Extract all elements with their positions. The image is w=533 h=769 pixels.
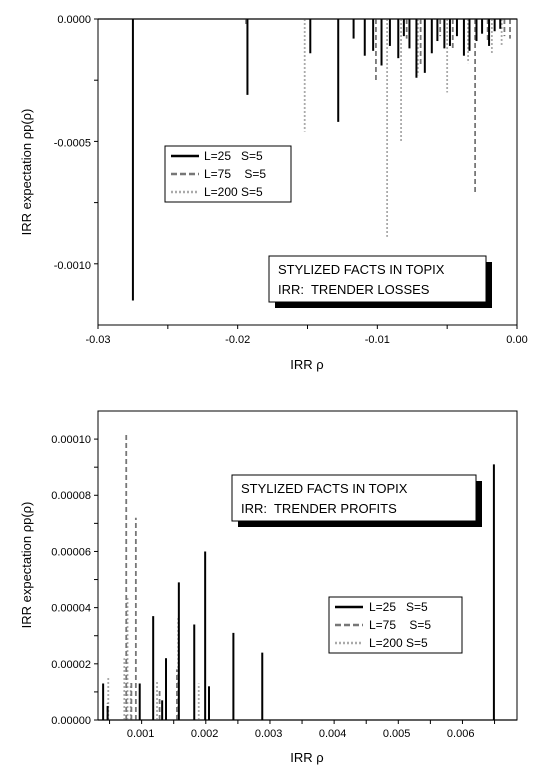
chart-profits-annotation: STYLIZED FACTS IN TOPIX IRR: TRENDER PRO… (231, 474, 482, 527)
chart-losses-x-axis-label: IRR ρ (290, 357, 323, 372)
chart-losses-x-tick-label: -0.03 (85, 334, 110, 346)
chart-losses-x-tick-label: 0.00 (506, 334, 527, 346)
annotation-box (268, 255, 487, 303)
chart-losses-y-tick-label: -0.0005 (54, 137, 91, 149)
chart-profits-y-tick-label: 0.00010 (51, 434, 91, 446)
annotation-line-1: STYLIZED FACTS IN TOPIX (278, 262, 445, 277)
chart-profits-x-tick-label: 0.004 (319, 728, 347, 740)
annotation-line-2: IRR: TRENDER LOSSES (278, 282, 430, 297)
legend-label: L=75 S=5 (204, 167, 266, 181)
chart-profits-x-tick-label: 0.005 (383, 728, 411, 740)
chart-profits-y-tick-label: 0.00000 (51, 715, 91, 727)
legend-label: L=25 S=5 (369, 600, 428, 614)
chart-profits-y-tick-label: 0.00002 (51, 659, 91, 671)
chart-losses-legend: L=25 S=5 L=75 S=5 L=200 S=5 (164, 145, 292, 203)
legend-label: L=200 S=5 (204, 185, 263, 199)
chart-profits-y-tick-label: 0.00006 (51, 546, 91, 558)
chart-losses: -0.03 -0.02 -0.01 0.00 0.0000 -0.0005 -0… (19, 14, 528, 372)
chart-profits-x-tick-label: 0.001 (127, 728, 155, 740)
chart-profits: 0.001 0.002 0.003 0.004 0.005 0.006 0.00… (19, 410, 518, 765)
chart-losses-y-tick-label: 0.0000 (57, 14, 91, 26)
chart-profits-x-tick-label: 0.002 (191, 728, 219, 740)
legend-label: L=200 S=5 (369, 636, 428, 650)
chart-profits-legend: L=25 S=5 L=75 S=5 L=200 S=5 (328, 596, 463, 654)
chart-losses-y-tick-label: -0.0010 (54, 260, 91, 272)
chart-profits-x-tick-label: 0.003 (255, 728, 283, 740)
chart-profits-y-tick-label: 0.00008 (51, 490, 91, 502)
chart-losses-marks (98, 18, 517, 301)
chart-losses-y-axis-label: IRR expectation ρp(ρ) (19, 109, 34, 236)
chart-profits-y-axis-label: IRR expectation ρp(ρ) (19, 502, 34, 629)
annotation-line-1: STYLIZED FACTS IN TOPIX (241, 481, 408, 496)
chart-profits-x-axis-label: IRR ρ (290, 750, 323, 765)
annotation-line-2: IRR: TRENDER PROFITS (241, 501, 397, 516)
chart-losses-ticks (94, 18, 518, 329)
chart-losses-x-tick-label: -0.01 (365, 334, 390, 346)
chart-profits-y-tick-label: 0.00004 (51, 603, 91, 615)
chart-losses-annotation: STYLIZED FACTS IN TOPIX IRR: TRENDER LOS… (268, 255, 492, 308)
chart-losses-x-tick-label: -0.02 (225, 334, 250, 346)
annotation-box (231, 474, 477, 522)
legend-label: L=25 S=5 (204, 149, 263, 163)
chart-profits-plot-frame (97, 410, 518, 721)
chart-profits-ticks (94, 438, 496, 724)
legend-label: L=75 S=5 (369, 618, 431, 632)
chart-profits-x-tick-label: 0.006 (447, 728, 475, 740)
